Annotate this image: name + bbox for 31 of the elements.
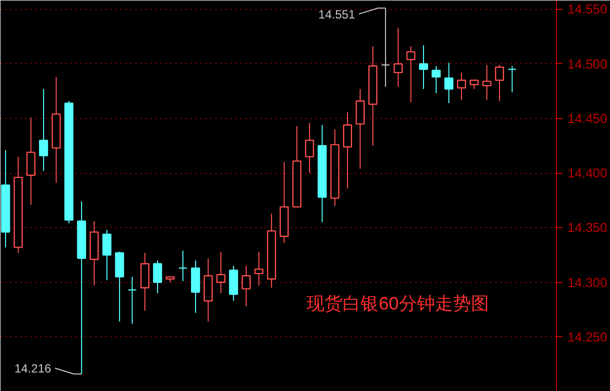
y-tick-label: 14.300 (568, 274, 608, 290)
candlestick (508, 66, 517, 93)
annotation: 14.216 (14, 362, 52, 376)
text: 现货白银60分钟走势图 (306, 293, 489, 314)
candlestick (356, 88, 365, 170)
candlestick (26, 116, 36, 206)
y-tick-label: 14.350 (568, 220, 608, 236)
candlestick (394, 27, 403, 88)
candlestick (39, 88, 48, 172)
candlestick (216, 251, 226, 294)
candlestick (343, 111, 352, 189)
y-tick-label: 14.400 (568, 166, 608, 181)
candlestick (456, 72, 466, 100)
candlestick (494, 64, 504, 102)
candlestick (406, 46, 416, 103)
candlestick (482, 64, 492, 100)
candlestick (444, 62, 454, 104)
candlestick (418, 44, 428, 90)
candlestick (305, 122, 314, 174)
annotation: 14.551 (318, 8, 356, 22)
candlestick (242, 265, 251, 307)
y-tick-label: 14.450 (568, 110, 608, 126)
candlestick (254, 251, 264, 286)
y-tick-label: 14.500 (568, 56, 608, 72)
candlestick (432, 66, 441, 94)
y-tick-label: 14.250 (568, 329, 608, 344)
candlestick (178, 250, 188, 282)
candlestick (128, 276, 137, 324)
y-tick-label: 14.550 (568, 2, 608, 17)
candlestick (102, 229, 112, 281)
candlestick (153, 260, 162, 294)
